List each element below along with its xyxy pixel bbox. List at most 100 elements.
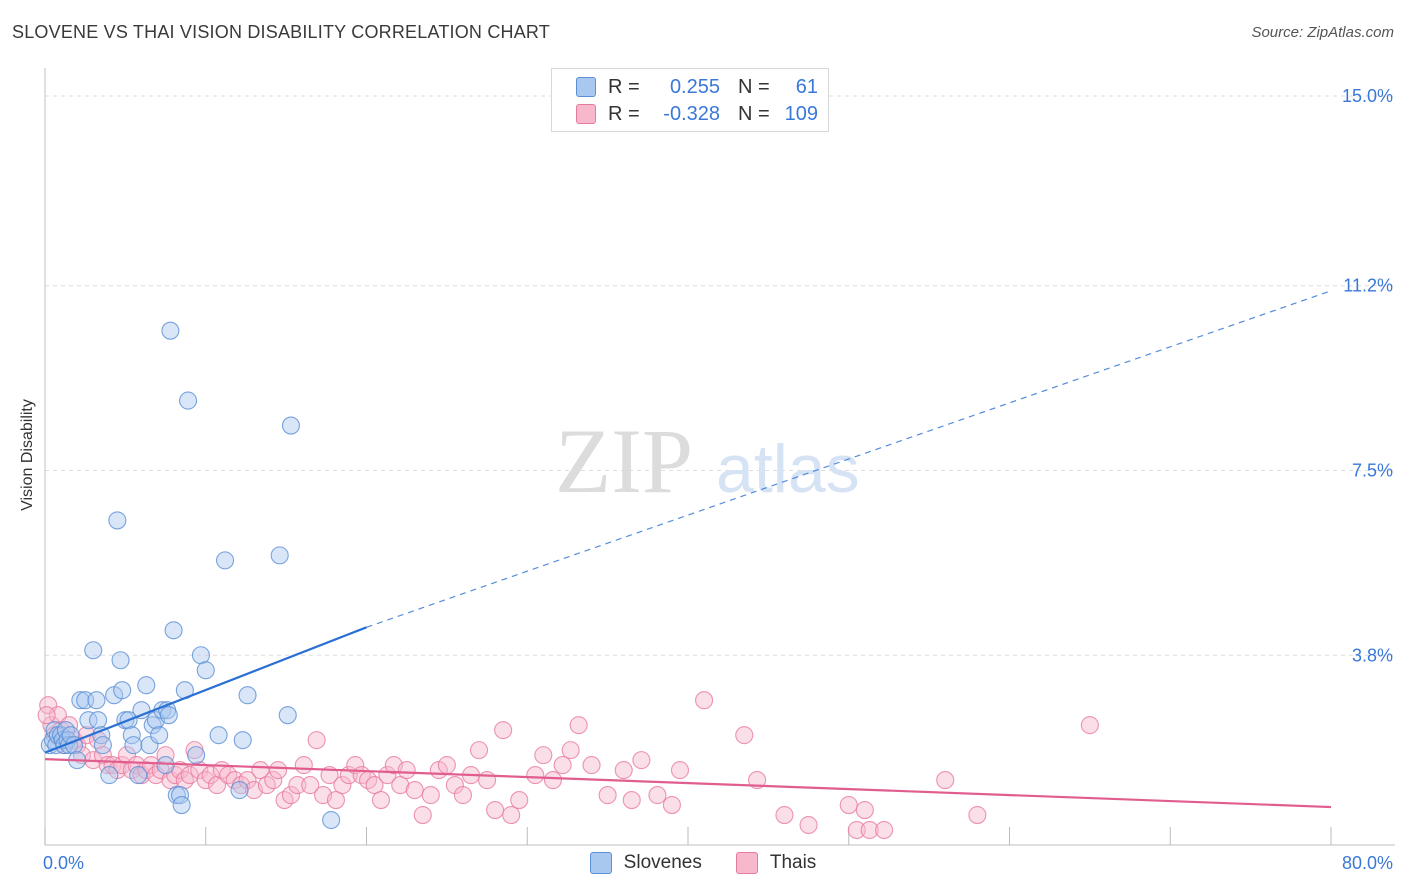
slovene-point [209, 726, 228, 745]
slovene-point [322, 810, 341, 830]
n-value: 61 [795, 75, 818, 98]
thai-point [170, 761, 190, 780]
slovene-point [164, 621, 183, 640]
thai-point [365, 776, 384, 795]
slovenes-trend-line [44, 626, 367, 754]
thai-point [301, 776, 320, 795]
slovene-point [93, 736, 112, 755]
thai-point [598, 786, 617, 805]
thai-point [42, 716, 61, 735]
thai-point [543, 771, 563, 790]
slovene-point [238, 686, 257, 705]
thai-point [307, 731, 326, 750]
slovene-point [71, 691, 90, 710]
x-tick-label: 0.0% [43, 853, 84, 873]
thai-point [371, 791, 391, 810]
thai-point [294, 756, 313, 775]
thai-point [569, 716, 588, 735]
thai-point [453, 786, 473, 805]
y-tick-label: 3.8% [1352, 645, 1393, 665]
thai-point [875, 820, 894, 840]
thai-point [775, 805, 794, 825]
thai-point [196, 771, 215, 790]
thai-point [526, 766, 545, 785]
thai-point [855, 800, 874, 820]
legend-row-thais: R = -0.328 N = 109 [576, 101, 818, 127]
n-value: 109 [784, 102, 818, 125]
thai-point [142, 756, 161, 775]
data-points [37, 321, 1099, 840]
slovene-point [111, 651, 130, 670]
slovene-point [108, 511, 127, 530]
thai-point [264, 771, 283, 790]
y-tick-label: 15.0% [1342, 86, 1393, 106]
thai-point [413, 805, 432, 825]
r-value: 0.255 [669, 75, 720, 98]
thai-point [326, 791, 346, 810]
thais-trend-line [44, 758, 1332, 809]
thai-point [77, 726, 96, 745]
thai-point [37, 706, 56, 725]
slovene-point [137, 676, 156, 695]
chart-title: SLOVENE VS THAI VISION DISABILITY CORREL… [12, 22, 551, 42]
thai-point [486, 800, 505, 820]
thai-point [839, 796, 858, 815]
legend-label-thais: Thais [769, 852, 817, 873]
legend-row-slovenes: R = 0.255 N = 61 [576, 74, 818, 100]
slovenes-legend-icon [589, 852, 612, 874]
legend-item-thais[interactable]: Thais [735, 852, 817, 874]
thai-point [494, 721, 513, 740]
n-label: N = [738, 102, 770, 125]
source-label: Source: ZipAtlas.com [1251, 24, 1394, 41]
slovene-point [143, 716, 162, 735]
thai-point [614, 761, 633, 780]
thai-point [93, 746, 112, 765]
slovene-point [159, 706, 178, 725]
slovene-point [233, 731, 252, 750]
thai-point [437, 756, 456, 775]
thai-point [478, 771, 497, 790]
watermark-zip: ZIP [555, 410, 693, 512]
grid-lines [45, 95, 1395, 656]
slovene-point [84, 641, 103, 660]
thai-point [534, 746, 553, 765]
slovene-point [156, 756, 175, 775]
thai-point [632, 751, 651, 770]
watermark-atlas: atlas [716, 431, 860, 507]
thai-point [936, 771, 955, 790]
stats-legend: R = 0.255 N = 61 R = -0.328 N = 109 [551, 68, 829, 132]
n-label: N = [738, 75, 770, 98]
slovene-point [172, 796, 191, 815]
thai-point [397, 761, 416, 780]
slovene-point [113, 681, 132, 700]
thai-point [391, 776, 410, 795]
thais-swatch-icon [576, 104, 596, 124]
legend-item-slovenes[interactable]: Slovenes [589, 852, 702, 874]
thai-point [281, 786, 300, 805]
thai-point [166, 766, 185, 785]
slovenes-swatch-icon [576, 77, 596, 97]
thai-point [670, 761, 690, 780]
slovene-point [278, 706, 297, 725]
slovene-point [100, 766, 119, 785]
thai-point [269, 761, 288, 780]
thai-point [333, 776, 352, 795]
thai-point [421, 786, 440, 805]
thai-point [251, 761, 270, 780]
thai-point [968, 805, 987, 825]
thai-point [622, 791, 641, 810]
thais-legend-icon [735, 852, 758, 874]
r-label: R = [608, 102, 640, 125]
slovene-point [87, 691, 106, 710]
thai-point [662, 796, 681, 815]
thai-point [695, 691, 714, 710]
tick-labels: 3.8% 7.5% 11.2% 15.0% 0.0% 80.0% [43, 86, 1393, 873]
slovene-point [79, 711, 98, 730]
slovene-point [140, 736, 159, 755]
thai-point [735, 726, 754, 745]
slovene-point [191, 646, 210, 665]
watermark: ZIP atlas [555, 410, 860, 512]
y-axis-label: Vision Disability [19, 399, 36, 511]
thai-point [648, 786, 667, 805]
x-tick-label: 80.0% [1342, 853, 1393, 873]
